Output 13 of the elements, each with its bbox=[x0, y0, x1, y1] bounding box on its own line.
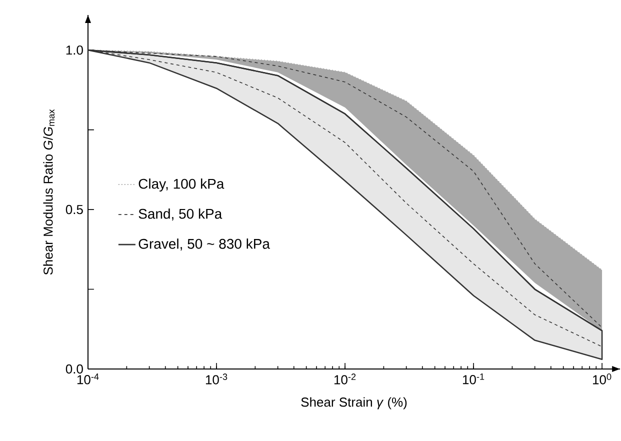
y-tick-label: 1.0 bbox=[66, 45, 83, 55]
legend-label: Sand, 50 kPa bbox=[138, 208, 222, 220]
x-axis-title: Shear Strain γ (%) bbox=[301, 397, 407, 410]
x-tick-label: 10$^{-2}$ bbox=[334, 374, 356, 384]
y-tick-label: 0.0 bbox=[66, 364, 83, 374]
y-axis-title: Shear Modulus Ratio G/G$_{max}$ bbox=[43, 109, 55, 275]
x-tick-label: 10$^{0}$ bbox=[593, 374, 612, 384]
x-tick-label: 10$^{-1}$ bbox=[462, 374, 484, 384]
legend-label: Gravel, 50 ~ 830 kPa bbox=[138, 238, 270, 250]
legend-label: Clay, 100 kPa bbox=[138, 178, 224, 192]
x-tick-label: 10$^{-4}$ bbox=[77, 374, 99, 384]
x-tick-label: 10$^{-3}$ bbox=[206, 374, 228, 384]
y-tick-label: 0.5 bbox=[66, 204, 83, 214]
